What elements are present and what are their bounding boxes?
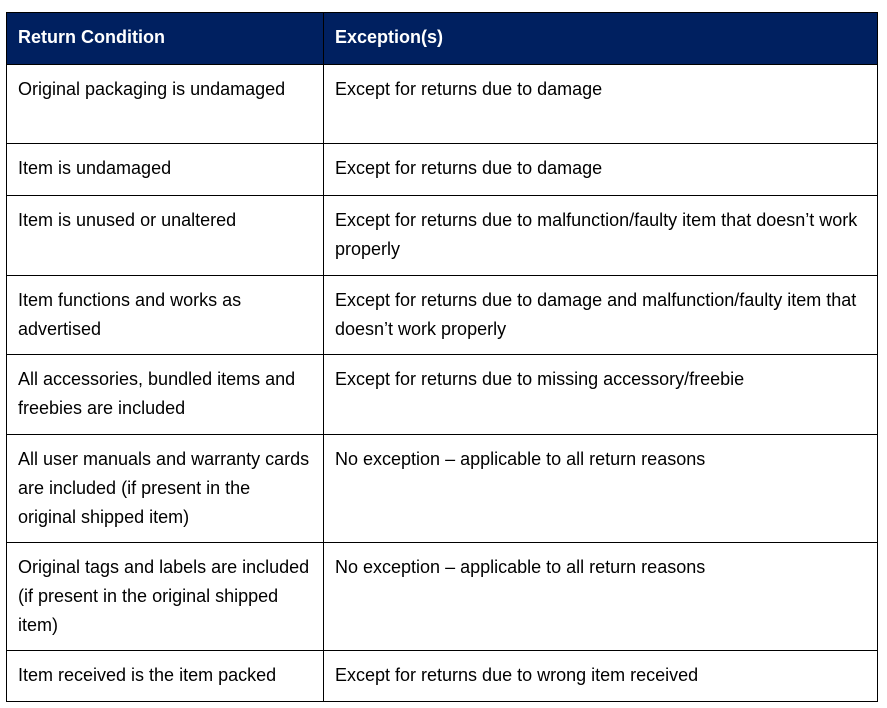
condition-cell: Original packaging is undamaged — [6, 64, 324, 144]
condition-cell: Item is unused or unaltered — [6, 195, 324, 276]
header-return-condition: Return Condition — [6, 12, 324, 65]
exception-cell: Except for returns due to malfunction/fa… — [323, 195, 878, 276]
condition-cell: All user manuals and warranty cards are … — [6, 434, 324, 543]
table-row: Original packaging is undamaged Except fo… — [6, 64, 878, 144]
condition-cell: Original tags and labels are included (i… — [6, 542, 324, 651]
exception-cell: Except for returns due to damage and mal… — [323, 275, 878, 355]
exception-cell: No exception – applicable to all return … — [323, 434, 878, 543]
condition-cell: Item is undamaged — [6, 143, 324, 196]
table-header-row: Return Condition Exception(s) — [6, 12, 878, 65]
table-row: Item is unused or unaltered Except for re… — [6, 195, 878, 276]
exception-cell: Except for returns due to wrong item rec… — [323, 650, 878, 702]
condition-cell: Item functions and works as advertised — [6, 275, 324, 355]
exception-cell: Except for returns due to damage — [323, 64, 878, 144]
table-row: All user manuals and warranty cards are … — [6, 434, 878, 543]
condition-cell: Item received is the item packed — [6, 650, 324, 702]
exception-cell: Except for returns due to damage — [323, 143, 878, 196]
table-row: Item is undamaged Except for returns due … — [6, 143, 878, 196]
condition-cell: All accessories, bundled items and freeb… — [6, 354, 324, 435]
table-row: Item functions and works as advertised Ex… — [6, 275, 878, 355]
header-exceptions: Exception(s) — [323, 12, 878, 65]
return-conditions-table: Return Condition Exception(s) Original p… — [6, 12, 878, 702]
table-row: All accessories, bundled items and freeb… — [6, 354, 878, 435]
exception-cell: No exception – applicable to all return … — [323, 542, 878, 651]
table-row: Original tags and labels are included (i… — [6, 542, 878, 651]
exception-cell: Except for returns due to missing access… — [323, 354, 878, 435]
table-row: Item received is the item packed Except f… — [6, 650, 878, 702]
